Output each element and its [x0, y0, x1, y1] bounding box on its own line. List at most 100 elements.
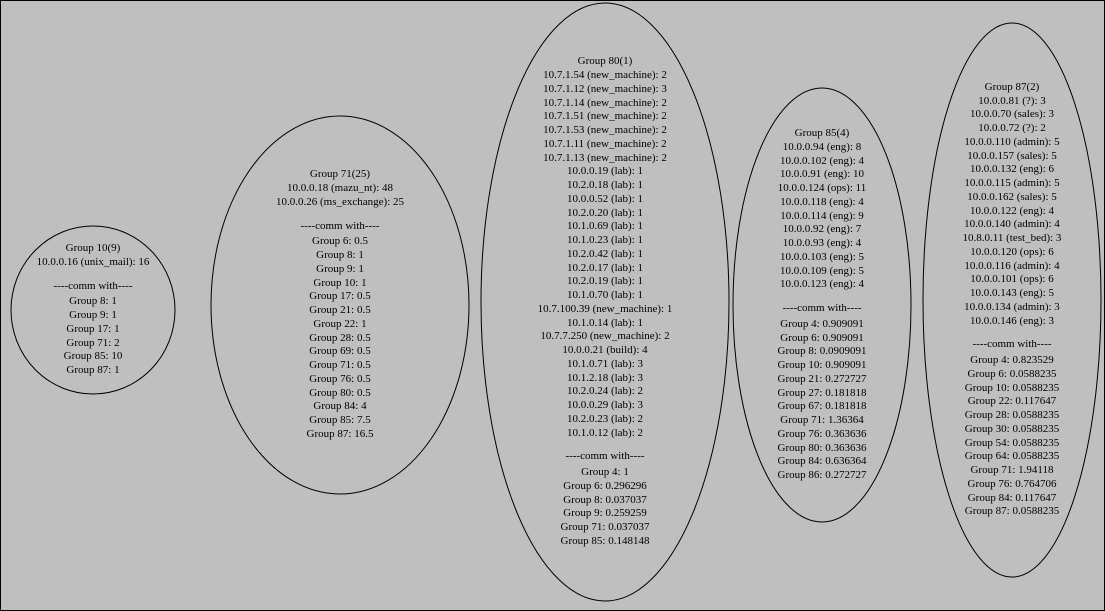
comm-line: Group 54: 0.0588235	[965, 437, 1059, 451]
host-line: 10.2.0.17 (lab): 1	[567, 262, 643, 276]
node-content: Group 85(4)10.0.0.94 (eng): 810.0.0.102 …	[732, 87, 912, 523]
host-line: 10.2.0.19 (lab): 1	[567, 275, 643, 289]
comm-line: Group 22: 0.117647	[968, 395, 1057, 409]
node-title: Group 87(2)	[985, 81, 1040, 95]
comm-line: Group 10: 0.0588235	[965, 382, 1059, 396]
comm-line: Group 76: 0.363636	[778, 428, 867, 442]
host-line: 10.7.7.250 (new_machine): 2	[540, 330, 669, 344]
node-content: Group 80(1)10.7.1.54 (new_machine): 210.…	[480, 2, 730, 602]
comm-line: Group 71: 1.36364	[780, 414, 863, 428]
host-line: 10.0.0.92 (eng): 7	[783, 223, 862, 237]
host-line: 10.2.0.24 (lab): 2	[567, 385, 643, 399]
comm-line: Group 10: 1	[313, 277, 366, 291]
host-line: 10.0.0.103 (eng): 5	[780, 251, 864, 265]
host-line: 10.8.0.11 (test_bed): 3	[963, 232, 1062, 246]
comm-line: Group 71: 0.5	[309, 359, 370, 373]
node-title: Group 71(25)	[310, 168, 370, 182]
comm-line: Group 64: 0.0588235	[965, 450, 1059, 464]
host-line: 10.7.1.53 (new_machine): 2	[543, 124, 667, 138]
comm-line: Group 69: 0.5	[309, 345, 370, 359]
comm-line: Group 8: 1	[316, 249, 364, 263]
comm-line: Group 22: 1	[313, 318, 366, 332]
host-line: 10.0.0.162 (sales): 5	[967, 191, 1057, 205]
comm-line: Group 80: 0.5	[309, 387, 370, 401]
comm-line: Group 76: 0.5	[309, 373, 370, 387]
host-line: 10.0.0.91 (eng): 10	[780, 168, 864, 182]
comm-line: Group 6: 0.0588235	[968, 368, 1057, 382]
host-line: 10.0.0.102 (eng): 4	[780, 155, 864, 169]
host-line: 10.2.0.20 (lab): 1	[567, 207, 643, 221]
host-line: 10.1.2.18 (lab): 3	[567, 372, 643, 386]
host-line: 10.0.0.16 (unix_mail): 16	[37, 256, 150, 270]
comm-line: Group 8: 0.0909091	[778, 345, 867, 359]
host-line: 10.0.0.134 (admin): 3	[964, 301, 1060, 315]
comm-line: Group 9: 1	[69, 309, 117, 323]
comm-line: Group 6: 0.296296	[563, 480, 646, 494]
node-content: Group 71(25)10.0.0.18 (mazu_nt): 4810.0.…	[210, 115, 470, 495]
comm-line: Group 9: 1	[316, 263, 364, 277]
comm-line: Group 85: 7.5	[309, 414, 370, 428]
comm-line: Group 87: 16.5	[307, 428, 374, 442]
comm-line: Group 21: 0.272727	[778, 373, 867, 387]
host-line: 10.0.0.124 (ops): 11	[778, 182, 867, 196]
node-group-71: Group 71(25)10.0.0.18 (mazu_nt): 4810.0.…	[210, 115, 470, 495]
comm-header: ----comm with----	[972, 338, 1051, 352]
node-group-10: Group 10(9)10.0.0.16 (unix_mail): 16----…	[10, 225, 176, 395]
host-line: 10.0.0.122 (eng): 4	[970, 205, 1054, 219]
comm-line: Group 84: 0.636364	[778, 455, 867, 469]
host-line: 10.7.1.14 (new_machine): 2	[543, 97, 667, 111]
host-line: 10.0.0.109 (eng): 5	[780, 265, 864, 279]
comm-line: Group 10: 0.909091	[778, 359, 867, 373]
host-line: 10.0.0.18 (mazu_nt): 48	[287, 182, 393, 196]
host-line: 10.0.0.114 (eng): 9	[780, 210, 864, 224]
comm-line: Group 87: 1	[66, 364, 119, 378]
comm-line: Group 76: 0.764706	[968, 478, 1057, 492]
comm-line: Group 71: 1.94118	[970, 464, 1053, 478]
host-line: 10.0.0.52 (lab): 1	[567, 193, 643, 207]
comm-line: Group 4: 1	[581, 466, 629, 480]
host-line: 10.0.0.19 (lab): 1	[567, 165, 643, 179]
host-line: 10.7.1.11 (new_machine): 2	[543, 138, 666, 152]
comm-line: Group 71: 0.037037	[561, 521, 650, 535]
host-line: 10.7.1.13 (new_machine): 2	[543, 152, 667, 166]
host-line: 10.1.0.69 (lab): 1	[567, 220, 643, 234]
node-group-80: Group 80(1)10.7.1.54 (new_machine): 210.…	[480, 2, 730, 602]
host-line: 10.0.0.118 (eng): 4	[780, 196, 864, 210]
comm-line: Group 28: 0.0588235	[965, 409, 1059, 423]
node-title: Group 85(4)	[795, 127, 850, 141]
host-line: 10.0.0.94 (eng): 8	[783, 141, 862, 155]
node-group-87: Group 87(2)10.0.0.81 (?): 310.0.0.70 (sa…	[922, 22, 1102, 578]
comm-line: Group 87: 0.0588235	[965, 505, 1059, 519]
comm-line: Group 71: 2	[66, 337, 119, 351]
host-line: 10.0.0.132 (eng): 6	[970, 163, 1054, 177]
host-line: 10.2.0.23 (lab): 2	[567, 413, 643, 427]
comm-line: Group 86: 0.272727	[778, 469, 867, 483]
comm-line: Group 28: 0.5	[309, 332, 370, 346]
comm-line: Group 80: 0.363636	[778, 442, 867, 456]
host-line: 10.2.0.18 (lab): 1	[567, 179, 643, 193]
comm-header: ----comm with----	[565, 450, 644, 464]
comm-line: Group 30: 0.0588235	[965, 423, 1059, 437]
comm-line: Group 6: 0.5	[312, 235, 368, 249]
host-line: 10.1.0.70 (lab): 1	[567, 289, 643, 303]
host-line: 10.0.0.157 (sales): 5	[967, 150, 1057, 164]
host-line: 10.2.0.42 (lab): 1	[567, 248, 643, 262]
host-line: 10.1.0.71 (lab): 3	[567, 358, 643, 372]
comm-line: Group 4: 0.823529	[970, 354, 1053, 368]
comm-line: Group 4: 0.909091	[780, 318, 863, 332]
host-line: 10.0.0.29 (lab): 3	[567, 399, 643, 413]
comm-line: Group 84: 0.117647	[968, 492, 1057, 506]
host-line: 10.7.100.39 (new_machine): 1	[538, 303, 673, 317]
node-content: Group 87(2)10.0.0.81 (?): 310.0.0.70 (sa…	[922, 22, 1102, 578]
host-line: 10.0.0.116 (admin): 4	[964, 260, 1059, 274]
node-title: Group 80(1)	[578, 55, 633, 69]
comm-header: ----comm with----	[53, 280, 132, 294]
host-line: 10.0.0.81 (?): 3	[978, 95, 1046, 109]
comm-line: Group 27: 0.181818	[778, 387, 867, 401]
host-line: 10.7.1.51 (new_machine): 2	[543, 110, 667, 124]
host-line: 10.1.0.14 (lab): 1	[567, 317, 643, 331]
comm-line: Group 85: 0.148148	[561, 535, 650, 549]
comm-line: Group 8: 0.037037	[563, 494, 646, 508]
comm-line: Group 21: 0.5	[309, 304, 370, 318]
host-line: 10.0.0.110 (admin): 5	[964, 136, 1059, 150]
